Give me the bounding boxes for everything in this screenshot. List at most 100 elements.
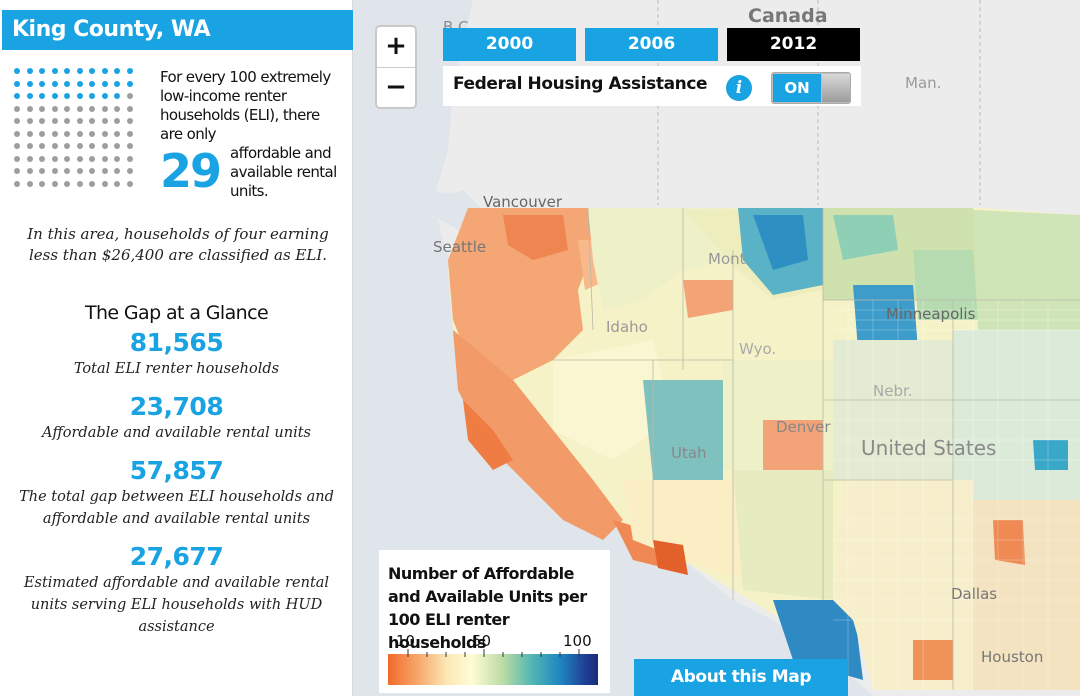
year-tab-2000[interactable]: 2000: [443, 28, 576, 61]
household-dot: [14, 118, 20, 124]
legend-tick-label-10: 10: [396, 632, 416, 650]
household-dot: [76, 143, 83, 149]
household-dot: [64, 80, 70, 87]
gap-heading: The Gap at a Glance: [84, 302, 269, 324]
household-dot: [114, 118, 120, 124]
household-dot: [51, 168, 58, 174]
map-legend: Number of Affordable and Available Units…: [379, 550, 610, 693]
household-dot: [76, 130, 83, 137]
gap-stat-total-eli: 81,565 Total ELI renter households: [0, 328, 353, 380]
choropleth-map[interactable]: Canada B.C. Man. Vancouver Seattle Minne…: [353, 0, 1080, 696]
map-canvas[interactable]: [353, 0, 1080, 696]
legend-ticks: [407, 649, 580, 657]
household-dot: [101, 68, 108, 74]
map-label-utah: Utah: [671, 444, 707, 462]
map-label-man: Man.: [905, 74, 942, 92]
info-icon[interactable]: i: [726, 75, 752, 101]
zoom-in-button[interactable]: +: [377, 27, 415, 68]
household-dot: [126, 168, 133, 174]
federal-housing-assistance-bar: Federal Housing Assistance i ON: [443, 66, 861, 106]
household-dot: [76, 118, 83, 124]
household-dot: [101, 118, 108, 124]
household-dot: [126, 118, 133, 124]
gap-stat-value: 23,708: [129, 392, 224, 421]
federal-housing-assistance-toggle[interactable]: ON: [771, 72, 851, 104]
gap-stat-label: Total ELI renter households: [73, 361, 280, 377]
household-dot: [51, 130, 58, 137]
household-dot: [89, 143, 95, 149]
household-dot: [26, 143, 33, 149]
legend-tick-label-50: 50: [472, 632, 492, 650]
household-dot: [89, 93, 95, 99]
household-dot: [101, 93, 108, 99]
about-this-map-button[interactable]: About this Map: [634, 659, 848, 696]
household-dot: [14, 130, 20, 137]
year-tab-2012[interactable]: 2012: [727, 28, 860, 61]
household-dot: [114, 80, 120, 87]
household-dot: [39, 180, 45, 187]
zoom-control: + −: [375, 25, 417, 109]
map-label-denver: Denver: [776, 418, 831, 436]
household-dot: [39, 118, 45, 124]
household-dot: [114, 168, 120, 174]
household-dot: [51, 68, 58, 74]
household-dot: [76, 68, 83, 74]
federal-housing-assistance-label: Federal Housing Assistance: [453, 74, 708, 94]
zoom-out-button[interactable]: −: [385, 72, 407, 102]
household-dot: [39, 143, 45, 149]
household-dot: [76, 105, 83, 112]
household-dot: [101, 105, 108, 112]
household-dot: [26, 118, 33, 124]
household-dot: [64, 105, 70, 112]
household-dot: [39, 93, 45, 99]
household-dot: [126, 180, 133, 187]
household-dot: [14, 68, 20, 74]
household-dot: [126, 68, 133, 74]
map-label-canada: Canada: [748, 5, 828, 27]
household-dot: [14, 105, 20, 112]
household-dot: [39, 168, 45, 174]
household-dot: [51, 180, 58, 187]
gap-stat-label: Affordable and available rental units: [42, 425, 311, 441]
household-dot: [64, 143, 70, 149]
household-dot: [114, 105, 120, 112]
household-dot: [76, 80, 83, 87]
household-dot: [126, 93, 133, 99]
household-dot: [114, 93, 120, 99]
household-dot: [126, 80, 133, 87]
gap-stat-hud-assisted: 27,677 Estimated affordable and availabl…: [0, 542, 353, 638]
household-dot: [51, 118, 58, 124]
household-dot: [26, 180, 33, 187]
gap-stat-total-gap: 57,857 The total gap between ELI househo…: [0, 456, 353, 530]
stat-intro-text: For every 100 extremely low-income rente…: [160, 68, 331, 143]
household-dot: [39, 105, 45, 112]
household-dot: [114, 143, 120, 149]
household-dot: [89, 68, 95, 74]
toggle-on-label: ON: [773, 74, 821, 102]
household-dot: [101, 180, 108, 187]
household-dot: [26, 105, 33, 112]
map-label-vancouver: Vancouver: [483, 193, 562, 211]
household-dot: [101, 80, 108, 87]
household-dot: [76, 155, 83, 162]
gap-stat-value: 27,677: [129, 542, 224, 571]
year-tab-2006[interactable]: 2006: [585, 28, 718, 61]
household-dot: [76, 180, 83, 187]
household-dot: [126, 130, 133, 137]
us-choropleth[interactable]: [448, 207, 1080, 690]
gap-stat-label: The total gap between ELI households and…: [19, 489, 334, 527]
eli-definition-note: In this area, households of four earning…: [27, 225, 329, 264]
household-dot-grid: [14, 68, 146, 192]
household-dot: [126, 155, 133, 162]
household-dot: [51, 80, 58, 87]
household-dot: [14, 93, 20, 99]
household-dot: [89, 80, 95, 87]
household-dot: [26, 155, 33, 162]
household-dot: [26, 168, 33, 174]
household-dot: [51, 155, 58, 162]
gap-stat-value: 57,857: [129, 456, 224, 485]
household-dot: [101, 143, 108, 149]
toggle-knob: [822, 74, 850, 102]
household-dot: [26, 68, 33, 74]
map-label-minneapolis: Minneapolis: [886, 305, 976, 323]
